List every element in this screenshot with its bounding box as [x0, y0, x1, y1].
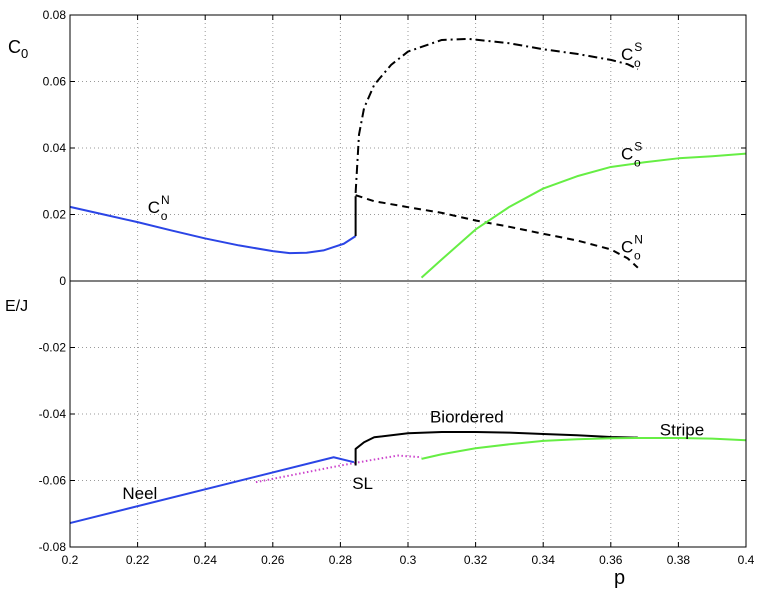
y-axis-label-upper-base: C — [8, 37, 21, 57]
y-tick-label-0-02: -0.02 — [39, 341, 67, 355]
y-axis-label-lower: E/J — [5, 298, 28, 315]
plot-frame — [69, 14, 747, 548]
series-line-e-neel — [69, 456, 355, 525]
series-line-c0-stripe — [420, 152, 747, 279]
ann-c0s-top-base: C — [621, 45, 633, 64]
ann-c0n-right-sub: o — [634, 249, 641, 263]
y-tick-label-0-04: -0.04 — [39, 407, 67, 421]
tick-labels: 0.2 0.22 0.24 0.26 0.28 0.3 0.32 0.34 0.36 0.38 0.… — [39, 8, 755, 567]
ann-c0n-left: CN o — [148, 193, 170, 223]
series-line-c0-neel-biordered — [355, 194, 639, 269]
axis-titles: C0E/Jp — [5, 37, 625, 589]
x-tick-label-0-22: 0.22 — [126, 553, 150, 567]
series-line-e-sl — [255, 454, 422, 484]
x-tick-label-0-24: 0.24 — [194, 553, 218, 567]
x-axis-label: p — [614, 567, 625, 589]
ann-sl: SL — [352, 474, 373, 493]
series-group — [69, 37, 747, 525]
x-tick-label-0-3: 0.3 — [400, 553, 417, 567]
series-line-c0-stripe-biordered — [354, 37, 639, 193]
ann-neel: Neel — [122, 484, 157, 503]
x-tick-label-0-38: 0.38 — [667, 553, 691, 567]
x-tick-label-0-28: 0.28 — [329, 553, 353, 567]
y-tick-label-0-02: 0.02 — [43, 208, 67, 222]
x-tick-label-0-36: 0.36 — [599, 553, 623, 567]
ann-c0s-mid: CS o — [621, 140, 642, 170]
ann-c0s-mid-base: C — [621, 145, 633, 164]
ann-c0s-top-sub: o — [634, 56, 641, 70]
ann-c0n-left-base: C — [148, 198, 160, 217]
y-axis-label-upper-sub: 0 — [21, 46, 28, 61]
ann-c0n-right-sup: N — [634, 233, 643, 247]
ann-stripe: Stripe — [660, 421, 704, 440]
ann-c0n-right: CN o — [621, 233, 643, 263]
ann-c0s-top-sup: S — [634, 40, 642, 54]
x-tick-label-0-4: 0.4 — [738, 553, 755, 567]
x-tick-label-0-32: 0.32 — [464, 553, 488, 567]
x-tick-label-0-34: 0.34 — [532, 553, 556, 567]
grid — [70, 15, 746, 547]
ann-c0n-right-base: C — [621, 238, 633, 257]
ann-c0s-mid-sup: S — [634, 140, 642, 154]
series-line-c0-neel — [69, 205, 357, 255]
y-tick-label-0: 0 — [59, 274, 66, 288]
ann-c0n-left-sup: N — [161, 193, 170, 207]
ann-biordered: Biordered — [430, 407, 504, 426]
y-tick-label-0-08: 0.08 — [43, 8, 67, 22]
ann-c0s-top: CS o — [621, 40, 642, 70]
y-tick-label-0-04: 0.04 — [43, 141, 67, 155]
ann-c0n-left-sub: o — [161, 209, 168, 223]
y-tick-label-0-06: 0.06 — [43, 75, 67, 89]
y-tick-label-0-06: -0.06 — [39, 474, 67, 488]
y-tick-label-0-08: -0.08 — [39, 540, 67, 554]
series-line-e-stripe — [421, 436, 747, 460]
y-axis-label-upper: C0 — [8, 37, 28, 61]
x-tick-label-0-2: 0.2 — [62, 553, 79, 567]
ann-c0s-mid-sub: o — [634, 156, 641, 170]
x-tick-label-0-26: 0.26 — [261, 553, 285, 567]
series-line-e-biordered — [354, 430, 638, 466]
